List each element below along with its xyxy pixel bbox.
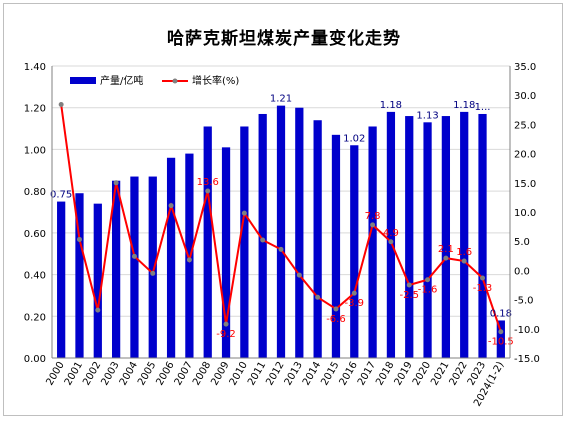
left-tick-label: 1.00	[24, 145, 46, 156]
right-tick-label: 0.0	[514, 266, 530, 277]
bar	[276, 105, 286, 358]
line-point	[315, 294, 321, 300]
right-tick-label: 20.0	[514, 150, 536, 161]
bar	[148, 176, 157, 358]
line-value-label: -1.6	[418, 285, 438, 296]
line-point	[95, 307, 101, 313]
line-value-label: 7.8	[365, 211, 381, 222]
bar	[496, 320, 505, 358]
line-value-label: -9.2	[216, 329, 236, 340]
bar-value-label: 0.18	[490, 308, 512, 319]
right-tick-label: 10.0	[514, 208, 536, 219]
bar-value-label: 1.02	[343, 133, 365, 144]
line-point	[186, 257, 192, 263]
line-value-label: 13.6	[197, 177, 219, 188]
line-point	[425, 277, 431, 283]
right-tick-label: -15.0	[514, 354, 540, 365]
right-tick-label: 15.0	[514, 179, 536, 190]
line-point	[168, 203, 174, 209]
bar-value-label: 0.75	[50, 190, 72, 201]
bar-value-label: 1.18	[453, 100, 475, 111]
line-series	[58, 102, 504, 335]
right-tick-label: 30.0	[514, 91, 536, 102]
bar	[313, 120, 322, 358]
bar	[130, 176, 139, 358]
bar	[221, 147, 231, 358]
line-point	[296, 272, 302, 278]
line-point	[241, 210, 247, 216]
bar	[240, 126, 249, 358]
line-point	[150, 270, 156, 276]
data-labels: 0.751.211.021.181.131.18 1...0.1813.6-9.2…	[50, 94, 514, 348]
line-point	[498, 329, 504, 335]
right-tick-label: -10.0	[514, 325, 540, 336]
line-value-label: 4.9	[383, 228, 399, 239]
bar	[386, 111, 396, 358]
legend-line-marker	[172, 78, 178, 84]
legend-bar-label: 产量/亿吨	[100, 74, 143, 87]
bar-series	[57, 105, 505, 358]
left-tick-label: 1.40	[24, 62, 46, 73]
line-point	[131, 253, 137, 259]
bar	[441, 116, 451, 358]
left-tick-label: 0.40	[24, 271, 46, 282]
bar	[295, 107, 304, 358]
line-point	[370, 222, 376, 228]
line-point	[351, 290, 357, 296]
line-point	[406, 282, 412, 288]
right-tick-label: 5.0	[514, 237, 530, 248]
line-value-label: -6.6	[326, 314, 346, 325]
line-value-label: 2.1	[438, 244, 454, 255]
line-point	[480, 275, 486, 281]
line-value-label: 1.6	[456, 247, 472, 258]
right-tick-label: 25.0	[514, 120, 536, 131]
bar	[185, 153, 194, 358]
bar	[93, 203, 102, 358]
bar	[405, 116, 414, 358]
line-point	[76, 236, 82, 242]
line-value-label: -2.5	[399, 290, 419, 301]
bar-value-label: 1...	[475, 102, 491, 113]
right-tick-label: 35.0	[514, 62, 536, 73]
right-tick-label: -5.0	[514, 296, 534, 307]
line-point	[223, 321, 229, 327]
bar	[203, 126, 212, 358]
bar	[75, 193, 84, 358]
left-tick-label: 0.60	[24, 229, 46, 240]
line-point	[443, 255, 449, 261]
bar	[331, 134, 341, 358]
line-value-label: -10.5	[488, 337, 514, 348]
left-tick-label: 0.80	[24, 187, 46, 198]
bar	[478, 113, 487, 358]
left-tick-label: 0.20	[24, 312, 46, 323]
line-point	[388, 239, 394, 245]
line-point	[58, 102, 64, 108]
bar	[460, 111, 469, 358]
line-point	[260, 237, 266, 243]
bar	[57, 201, 66, 358]
bar	[350, 145, 359, 358]
bar-value-label: 1.18	[380, 100, 402, 111]
bar	[368, 126, 377, 358]
bar-value-label: 1.21	[270, 94, 292, 105]
line-point	[461, 258, 467, 264]
line-point	[278, 246, 284, 252]
left-tick-label: 0.00	[24, 354, 46, 365]
bar	[423, 122, 432, 358]
bar-value-label: 1.13	[416, 110, 438, 121]
bar	[258, 113, 267, 358]
bar	[111, 180, 121, 358]
bar	[166, 157, 176, 358]
chart-title: 哈萨克斯坦煤炭产量变化走势	[167, 29, 401, 49]
left-tick-label: 1.20	[24, 104, 46, 115]
line-point	[333, 306, 339, 312]
line-value-label: -3.9	[345, 298, 365, 309]
legend: 产量/亿吨 增长率(%)	[70, 74, 239, 87]
line-value-label: -1.3	[473, 283, 493, 294]
line-point	[205, 188, 211, 194]
legend-line-label: 增长率(%)	[192, 74, 239, 87]
line-point	[113, 180, 119, 186]
legend-bar-swatch	[70, 77, 96, 84]
